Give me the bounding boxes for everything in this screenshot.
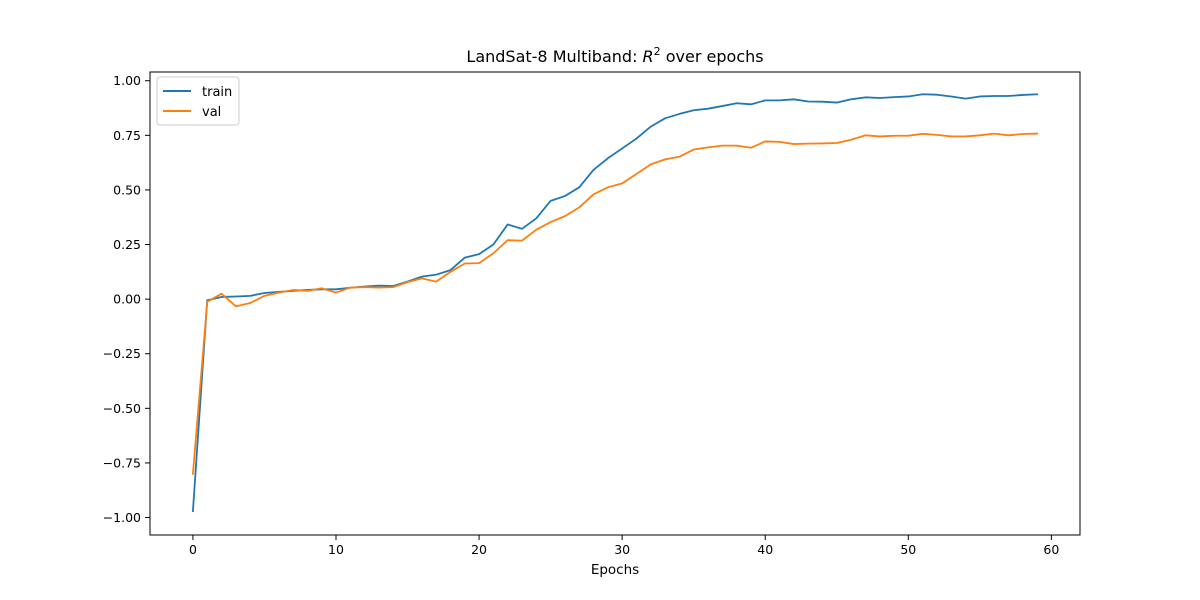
legend: train val	[156, 76, 240, 126]
y-tick-label: 0.00	[113, 292, 141, 307]
y-tick-label: −0.25	[103, 346, 141, 361]
y-tick-label: −0.75	[103, 455, 141, 470]
legend-box	[156, 76, 240, 126]
x-tick-label: 0	[189, 542, 197, 557]
series-line-train	[191, 93, 1039, 512]
legend-label-train: train	[202, 85, 232, 100]
y-tick-label: 1.00	[113, 73, 141, 88]
x-tick-label: 30	[614, 542, 630, 557]
title-suffix: over epochs	[661, 47, 764, 66]
plot-area-frame	[149, 71, 1081, 536]
y-tick-label: 0.75	[113, 128, 141, 143]
x-tick-label: 60	[1043, 542, 1059, 557]
legend-label-val: val	[202, 105, 221, 120]
title-prefix: LandSat-8 Multiband:	[466, 47, 642, 66]
x-axis: 0 10 20 30 40 50 60	[189, 535, 1059, 557]
title-superscript: 2	[654, 45, 661, 58]
y-tick-label: 0.50	[113, 182, 141, 197]
title-variable: R	[643, 47, 654, 66]
x-tick-label: 40	[757, 542, 773, 557]
y-tick-label: −0.50	[103, 401, 141, 416]
y-tick-label: −1.00	[103, 510, 141, 525]
x-tick-label: 20	[471, 542, 487, 557]
series-line-val	[191, 132, 1039, 475]
y-axis: −1.00 −0.75 −0.50 −0.25 0.00 0.25 0.50 0.75 1.00	[103, 73, 150, 525]
x-axis-label: Epochs	[591, 562, 639, 578]
y-tick-label: 0.25	[113, 237, 141, 252]
x-tick-label: 50	[900, 542, 916, 557]
chart-title: LandSat-8 Multiband: R2 over epochs	[466, 45, 763, 66]
x-tick-label: 10	[328, 542, 344, 557]
series-layer	[191, 93, 1039, 512]
